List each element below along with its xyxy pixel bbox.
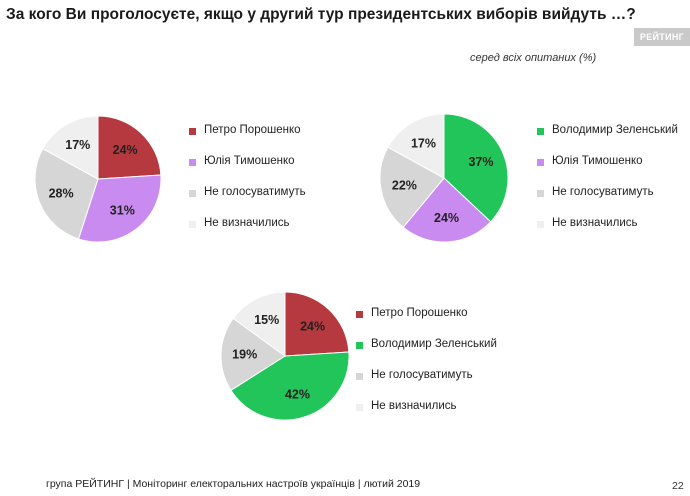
legend-item: Не голосуватимуть xyxy=(537,186,678,217)
legend-item: Не визначились xyxy=(537,217,678,248)
legend-pie-3: Петро Порошенко Володимир Зеленський Не … xyxy=(356,307,497,431)
page-number: 22 xyxy=(672,480,684,492)
legend-pie-1: Петро Порошенко Юлія Тимошенко Не голосу… xyxy=(189,124,306,248)
pie-slice xyxy=(284,291,350,357)
legend-swatch xyxy=(356,342,363,349)
pie-slice xyxy=(232,291,286,357)
slice-value-label: 15% xyxy=(254,313,279,327)
slice-value-label: 28% xyxy=(49,187,74,201)
legend-item: Не голосуватимуть xyxy=(356,369,497,400)
legend-item: Не визначились xyxy=(189,217,306,248)
pie-slice xyxy=(387,113,445,179)
slice-value-label: 37% xyxy=(468,155,493,169)
rating-logo: РЕЙТИНГ xyxy=(634,28,690,46)
legend-swatch xyxy=(189,128,196,135)
slice-value-label: 22% xyxy=(392,179,417,193)
legend-item: Петро Порошенко xyxy=(189,124,306,155)
legend-pie-2: Володимир Зеленський Юлія Тимошенко Не г… xyxy=(537,124,678,248)
footer-text: група РЕЙТИНГ | Моніторинг електоральних… xyxy=(46,478,421,490)
legend-swatch xyxy=(189,221,196,228)
legend-label: Петро Порошенко xyxy=(371,307,468,319)
slice-value-label: 24% xyxy=(113,143,138,157)
pie-slice xyxy=(97,115,162,180)
legend-label: Не визначились xyxy=(204,217,290,229)
pie-chart-poroshenko-tymoshenko: 24% 31% 28% 17% xyxy=(34,115,162,243)
pie-slice xyxy=(220,317,286,391)
legend-label: Не визначились xyxy=(371,400,457,412)
legend-label: Володимир Зеленський xyxy=(371,338,497,350)
legend-item: Володимир Зеленський xyxy=(537,124,678,155)
slice-value-label: 17% xyxy=(411,136,436,150)
legend-label: Не визначились xyxy=(552,217,638,229)
legend-swatch xyxy=(537,221,544,228)
pie-chart-poroshenko-zelensky: 24% 42% 19% 15% xyxy=(220,291,350,421)
pie-slice xyxy=(443,113,509,223)
legend-swatch xyxy=(356,373,363,380)
legend-label: Не голосуватимуть xyxy=(204,186,306,198)
legend-swatch xyxy=(189,190,196,197)
legend-swatch xyxy=(537,190,544,197)
pie-slice xyxy=(379,146,445,229)
chart-subtitle: серед всіх опитаних (%) xyxy=(470,52,597,64)
slice-value-label: 17% xyxy=(65,138,90,152)
legend-label: Петро Порошенко xyxy=(204,124,301,136)
legend-label: Не голосуватимуть xyxy=(552,186,654,198)
slice-value-label: 19% xyxy=(232,348,257,362)
legend-label: Юлія Тимошенко xyxy=(204,155,295,167)
pie-slice xyxy=(230,351,350,421)
pie-slice xyxy=(42,115,99,180)
slice-value-label: 42% xyxy=(285,387,310,401)
legend-item: Юлія Тимошенко xyxy=(537,155,678,186)
legend-label: Юлія Тимошенко xyxy=(552,155,643,167)
legend-label: Володимир Зеленський xyxy=(552,124,678,136)
pie-slice xyxy=(34,147,99,240)
legend-item: Не голосуватимуть xyxy=(189,186,306,217)
legend-swatch xyxy=(537,128,544,135)
page-title: За кого Ви проголосуєте, якщо у другий т… xyxy=(6,6,636,23)
legend-swatch xyxy=(356,404,363,411)
legend-item: Петро Порошенко xyxy=(356,307,497,338)
pie-chart-zelensky-tymoshenko: 37% 24% 22% 17% xyxy=(379,113,509,243)
legend-swatch xyxy=(356,311,363,318)
pie-slice xyxy=(402,177,492,243)
legend-label: Не голосуватимуть xyxy=(371,369,473,381)
slice-value-label: 24% xyxy=(300,320,325,334)
legend-item: Не визначились xyxy=(356,400,497,431)
legend-swatch xyxy=(537,159,544,166)
legend-item: Юлія Тимошенко xyxy=(189,155,306,186)
slice-value-label: 31% xyxy=(110,203,135,217)
legend-item: Володимир Зеленський xyxy=(356,338,497,369)
pie-slice xyxy=(77,174,162,243)
slice-value-label: 24% xyxy=(434,211,459,225)
legend-swatch xyxy=(189,159,196,166)
